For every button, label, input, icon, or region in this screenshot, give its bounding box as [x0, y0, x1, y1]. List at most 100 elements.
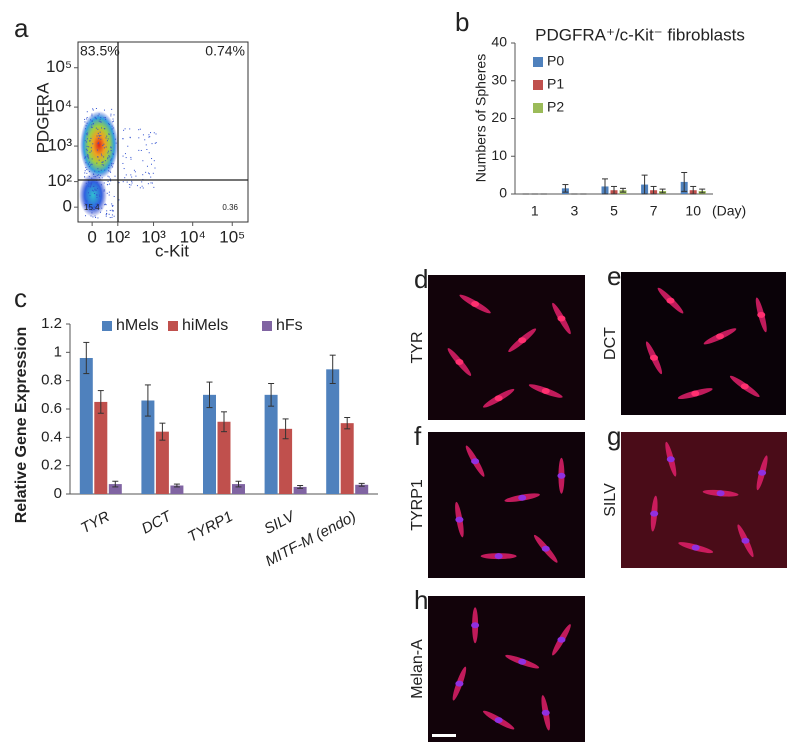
event-dot: [99, 119, 101, 121]
event-dot: [105, 118, 107, 120]
bar: [355, 484, 369, 494]
event-dot: [106, 135, 108, 137]
event-dot: [107, 150, 109, 152]
event-dot: [84, 157, 86, 159]
bar: [264, 394, 278, 494]
event-dot: [90, 147, 92, 149]
event-dot: [108, 124, 110, 126]
event-dot: [122, 155, 124, 157]
bar: [326, 369, 340, 494]
event-dot: [84, 170, 86, 172]
event-dot: [92, 143, 94, 145]
event-dot: [97, 156, 99, 158]
event-dot: [84, 203, 86, 205]
y-tick-label: 0.8: [41, 372, 62, 389]
event-dot: [96, 196, 98, 198]
event-dot: [98, 120, 100, 122]
event-dot: [103, 182, 105, 184]
event-dot: [85, 182, 87, 184]
event-dot: [98, 159, 100, 161]
event-dot: [85, 148, 87, 150]
event-dot: [90, 119, 92, 121]
event-dot: [126, 181, 128, 183]
panel-label: h: [414, 585, 428, 615]
event-dot: [142, 174, 144, 176]
event-dot: [104, 128, 106, 130]
event-dot: [113, 114, 115, 116]
event-dot: [141, 181, 143, 183]
x-tick-label: DCT: [139, 507, 176, 537]
event-dot: [111, 216, 113, 218]
event-dot: [124, 128, 126, 130]
event-dot: [103, 143, 105, 145]
event-dot: [105, 214, 107, 216]
event-dot: [90, 215, 92, 217]
panel-label: d: [414, 264, 428, 294]
error-bar: [690, 185, 697, 195]
nucleus: [471, 458, 480, 465]
event-dot: [94, 206, 96, 208]
event-dot: [108, 155, 110, 157]
event-dot: [94, 189, 96, 191]
event-dot: [99, 121, 101, 123]
event-dot: [93, 193, 95, 195]
event-dot: [92, 173, 94, 175]
event-dot: [92, 185, 94, 187]
event-dot: [107, 158, 109, 160]
event-dot: [94, 215, 96, 217]
event-dot: [90, 184, 92, 186]
nucleus: [557, 315, 566, 322]
bar: [94, 401, 108, 494]
event-dot: [150, 176, 152, 178]
event-dot: [108, 133, 110, 135]
event-dot: [84, 156, 86, 158]
event-dot: [112, 205, 114, 207]
event-dot: [147, 172, 149, 174]
event-dot: [114, 175, 116, 177]
event-dot: [101, 127, 103, 129]
image-label: DCT: [602, 327, 619, 360]
event-dot: [96, 162, 98, 164]
event-dot: [108, 176, 110, 178]
event-dot: [142, 187, 144, 189]
error-bar: [282, 418, 289, 440]
event-dot: [100, 184, 102, 186]
event-dot: [91, 164, 93, 166]
event-dot: [84, 118, 86, 120]
event-dot: [125, 157, 127, 159]
event-dot: [95, 108, 97, 110]
event-dot: [89, 171, 91, 173]
event-dot: [95, 176, 97, 178]
event-dot: [153, 132, 155, 134]
event-dot: [96, 135, 98, 137]
event-dot: [101, 164, 103, 166]
event-dot: [87, 155, 89, 157]
event-dot: [85, 167, 87, 169]
event-dot: [109, 156, 111, 158]
event-dot: [88, 180, 90, 182]
event-dot: [102, 161, 104, 163]
event-dot: [122, 138, 124, 140]
event-dot: [96, 203, 98, 205]
nucleus: [691, 544, 700, 551]
error-bar: [144, 384, 151, 417]
event-dot: [92, 190, 94, 192]
event-dot: [105, 215, 107, 217]
x-tick-label: 10²: [106, 227, 131, 246]
error-bar: [159, 422, 166, 441]
event-dot: [87, 203, 89, 205]
event-dot: [139, 128, 141, 130]
event-dot: [91, 182, 93, 184]
event-dot: [105, 117, 107, 119]
event-dot: [113, 153, 115, 155]
event-dot: [97, 132, 99, 134]
x-tick-label: TYR: [78, 508, 113, 537]
event-dot: [144, 139, 146, 141]
bar: [293, 486, 307, 494]
event-dot: [150, 182, 152, 184]
event-dot: [106, 192, 108, 194]
y-tick-label: 20: [491, 109, 507, 125]
event-dot: [107, 175, 109, 177]
bar: [108, 484, 122, 494]
